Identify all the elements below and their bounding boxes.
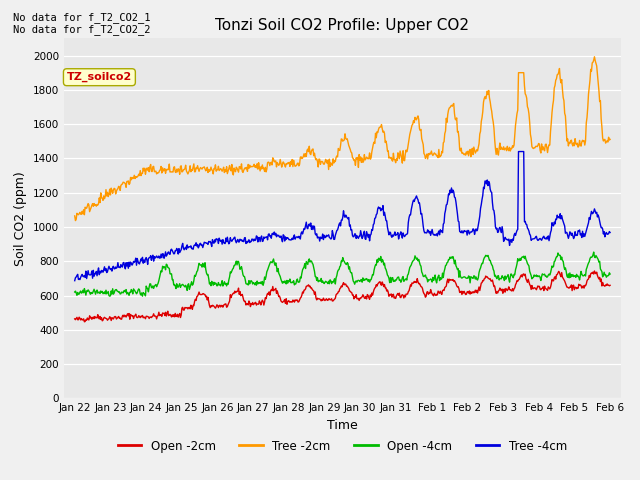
Tree -4cm <box>218 241 226 247</box>
Tree -4cm <box>71 278 79 284</box>
Open -4cm <box>71 289 79 295</box>
Tree -2cm <box>72 218 79 224</box>
Open -4cm <box>408 260 416 265</box>
Line: Tree -4cm: Tree -4cm <box>75 152 610 281</box>
Tree -2cm <box>136 168 144 173</box>
Open -2cm <box>219 304 227 310</box>
Tree -2cm <box>219 167 227 172</box>
Open -2cm <box>191 299 198 304</box>
Tree -2cm <box>408 122 416 128</box>
Tree -2cm <box>606 136 614 142</box>
Open -2cm <box>591 268 598 274</box>
Tree -2cm <box>591 54 598 60</box>
Tree -4cm <box>515 149 522 155</box>
Tree -4cm <box>190 243 198 249</box>
Open -4cm <box>136 287 143 293</box>
Open -4cm <box>139 293 147 299</box>
Tree -4cm <box>408 206 415 212</box>
Open -4cm <box>191 273 198 278</box>
Text: No data for f_T2_CO2_1: No data for f_T2_CO2_1 <box>13 12 150 23</box>
Open -2cm <box>408 280 416 286</box>
Line: Tree -2cm: Tree -2cm <box>75 57 610 221</box>
Line: Open -4cm: Open -4cm <box>75 252 610 296</box>
Open -2cm <box>136 315 144 321</box>
Tree -4cm <box>81 273 88 278</box>
Open -2cm <box>81 319 88 324</box>
Open -4cm <box>424 279 431 285</box>
Tree -2cm <box>71 213 79 219</box>
Open -4cm <box>606 271 614 277</box>
Tree -2cm <box>191 169 198 175</box>
Open -4cm <box>81 286 88 291</box>
Tree -2cm <box>424 156 431 162</box>
Open -2cm <box>81 319 89 324</box>
X-axis label: Time: Time <box>327 419 358 432</box>
Legend: Open -2cm, Tree -2cm, Open -4cm, Tree -4cm: Open -2cm, Tree -2cm, Open -4cm, Tree -4… <box>113 435 572 457</box>
Text: TZ_soilco2: TZ_soilco2 <box>67 72 132 83</box>
Y-axis label: Soil CO2 (ppm): Soil CO2 (ppm) <box>14 171 28 266</box>
Text: No data for f_T2_CO2_2: No data for f_T2_CO2_2 <box>13 24 150 35</box>
Tree -4cm <box>136 261 143 267</box>
Open -2cm <box>606 282 614 288</box>
Tree -2cm <box>81 204 89 210</box>
Open -2cm <box>71 316 79 322</box>
Line: Open -2cm: Open -2cm <box>75 271 610 322</box>
Title: Tonzi Soil CO2 Profile: Upper CO2: Tonzi Soil CO2 Profile: Upper CO2 <box>216 18 469 33</box>
Tree -4cm <box>423 230 431 236</box>
Open -4cm <box>590 249 598 255</box>
Open -2cm <box>424 289 431 295</box>
Tree -4cm <box>606 229 614 235</box>
Open -4cm <box>219 283 227 289</box>
